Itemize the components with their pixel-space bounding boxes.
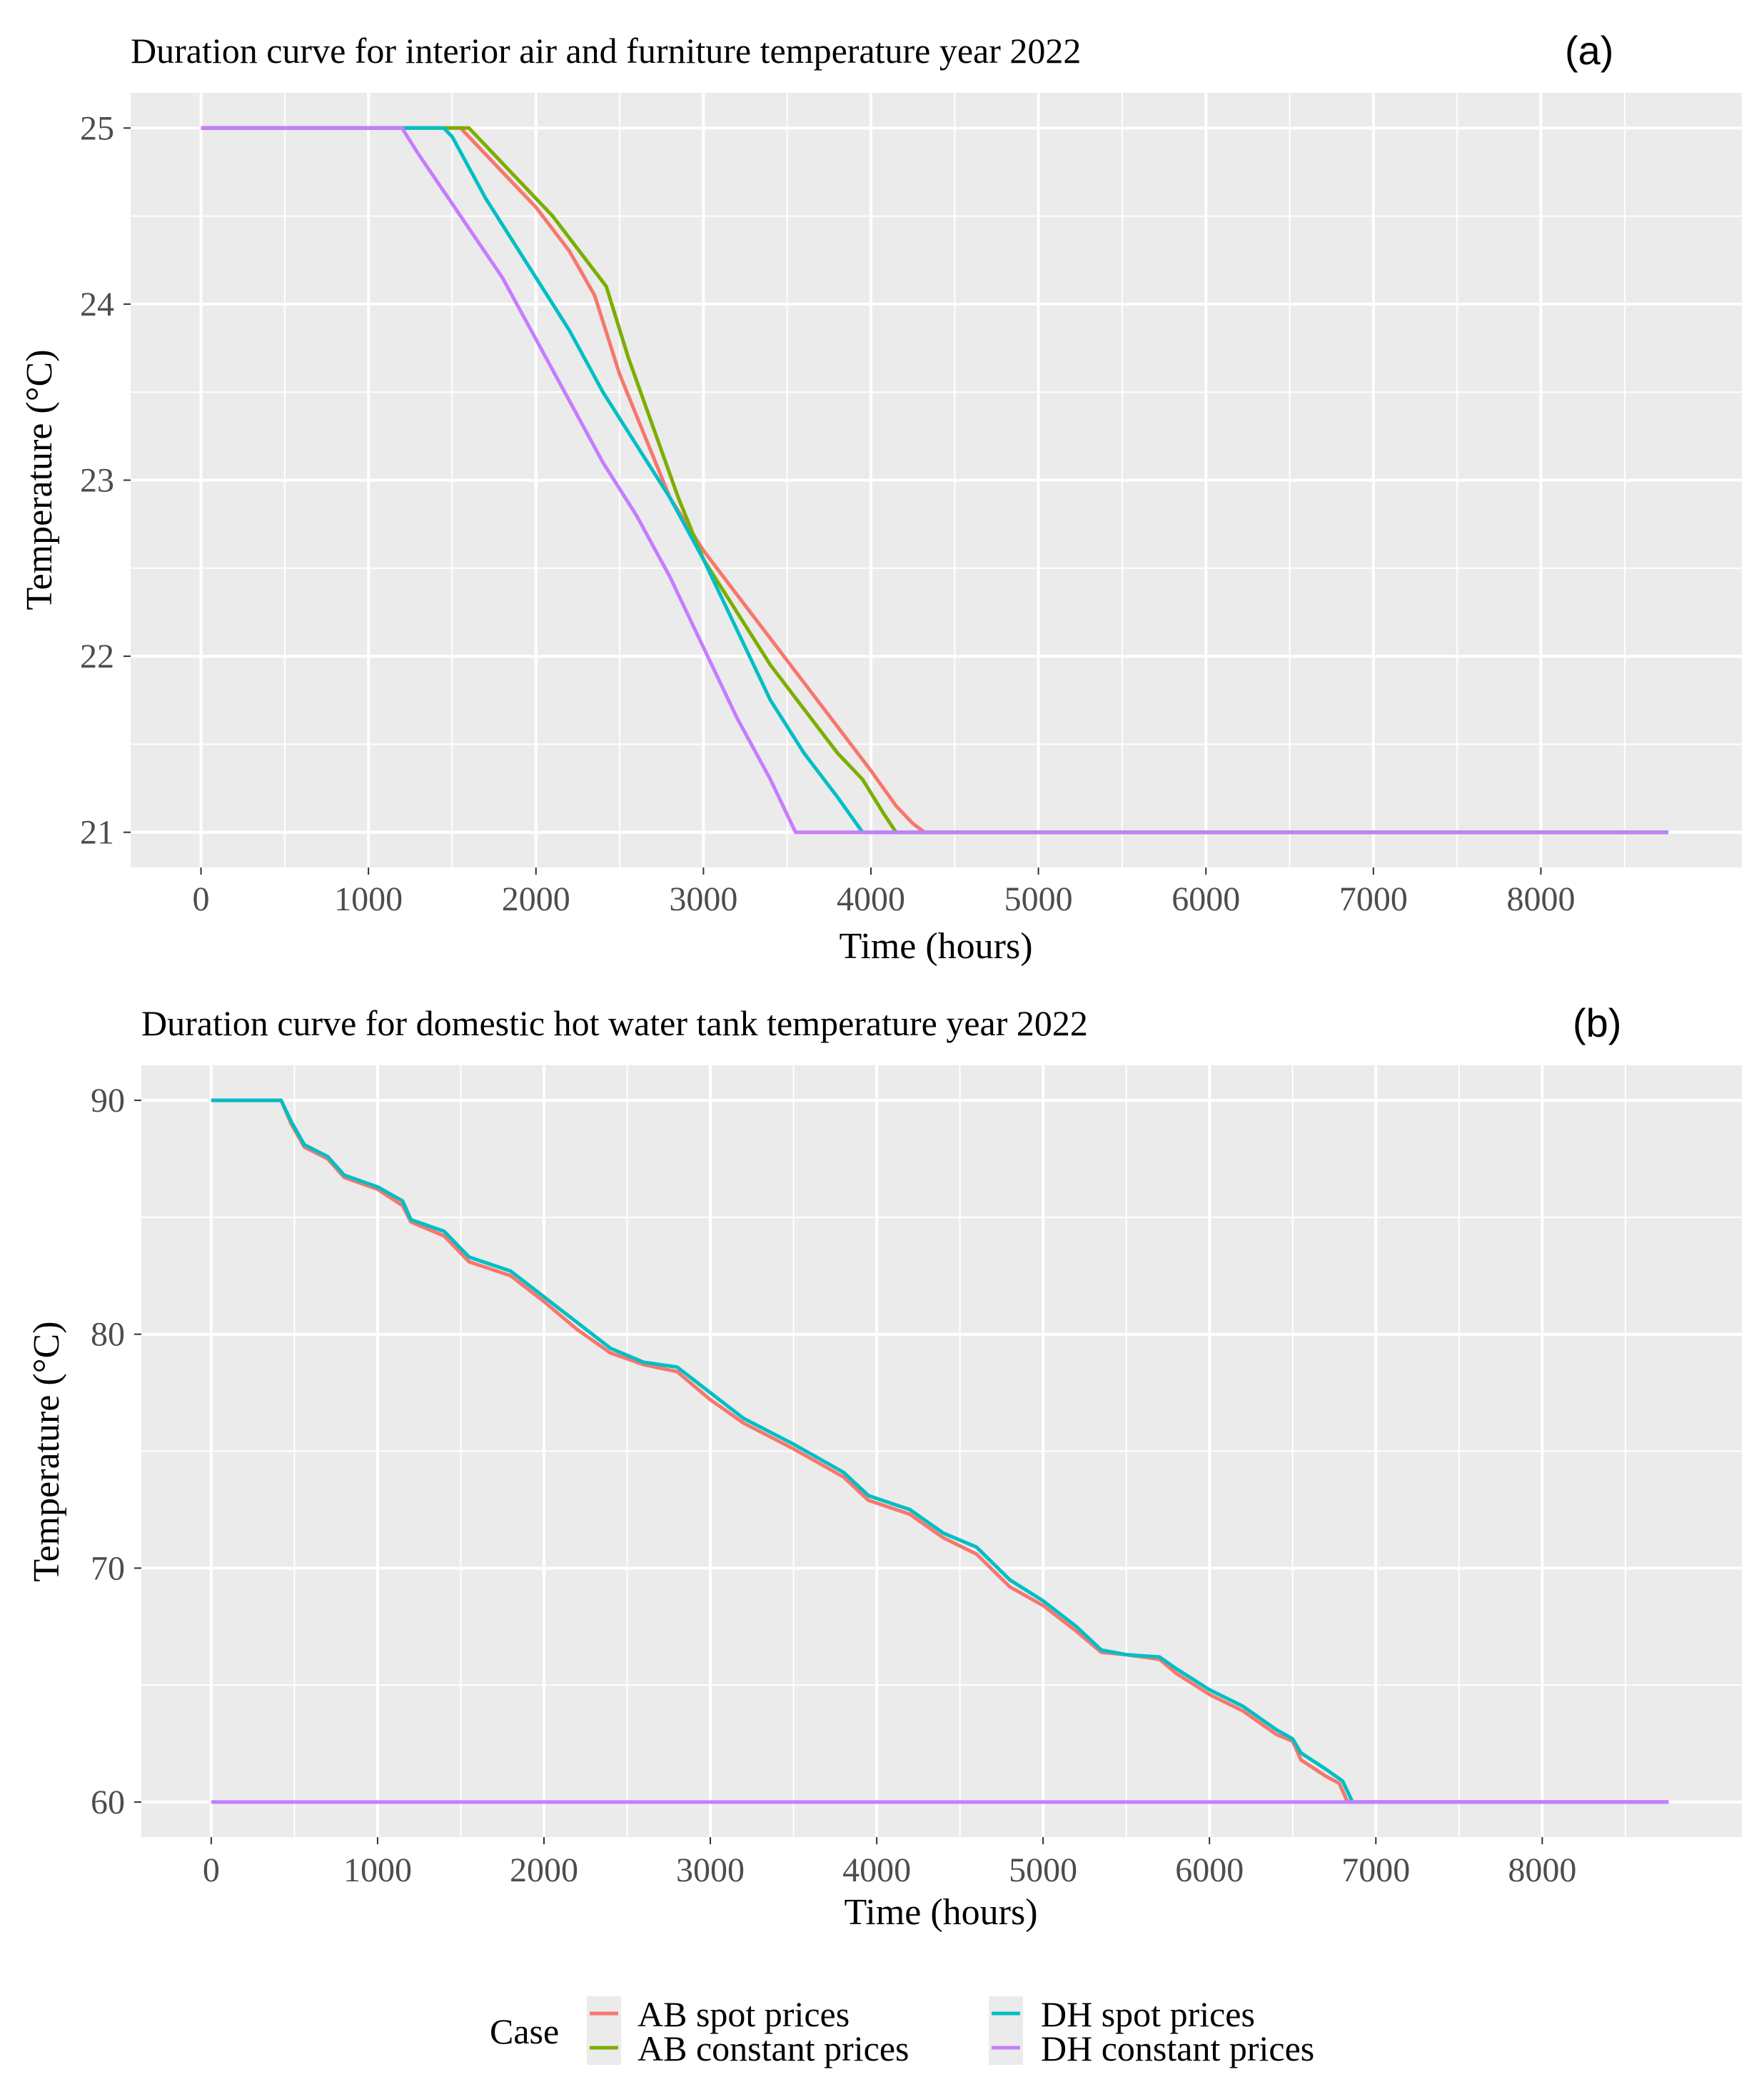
x-tick-label: 2000 [510, 1851, 578, 1889]
x-tick-label: 1000 [334, 880, 403, 918]
panel-a-series [201, 126, 1668, 835]
panel-b-y-ticks: 60 70 80 90 [91, 1082, 141, 1821]
x-tick-label: 2000 [502, 880, 570, 918]
series-line-dh-constant-prices [201, 126, 1668, 835]
panel-b-series [211, 1098, 1669, 1804]
legend: Case AB spot prices AB constant prices D… [490, 1994, 1314, 2068]
y-tick-label: 23 [80, 462, 114, 500]
x-tick-label: 8000 [1506, 880, 1575, 918]
x-tick-label: 7000 [1341, 1851, 1410, 1889]
series-line-dh-spot-prices [201, 126, 1668, 835]
panel-b-x-axis-title: Time (hours) [844, 1892, 1037, 1933]
y-tick-label: 25 [80, 109, 114, 147]
panel-a-y-axis-title: Temperature (°C) [19, 349, 60, 610]
panel-a: Duration curve for interior air and furn… [19, 28, 1742, 967]
x-tick-label: 0 [193, 880, 210, 918]
panel-b-y-axis-title: Temperature (°C) [26, 1321, 67, 1581]
y-tick-label: 60 [91, 1784, 125, 1821]
legend-label-ab-spot: AB spot prices [637, 1994, 850, 2034]
panel-b-x-ticks: 0 1000 2000 3000 4000 5000 6000 7000 8000 [203, 1837, 1576, 1889]
y-tick-label: 21 [80, 814, 114, 852]
series-line-dh-spot-prices [211, 1098, 1669, 1804]
x-tick-label: 8000 [1508, 1851, 1576, 1889]
panel-a-tag: (a) [1565, 28, 1613, 73]
x-tick-label: 7000 [1339, 880, 1408, 918]
panel-a-y-ticks: 21 22 23 24 25 [80, 109, 131, 852]
series-line-ab-constant-prices [201, 126, 1668, 835]
x-tick-label: 5000 [1004, 880, 1073, 918]
y-tick-label: 22 [80, 638, 114, 675]
panel-a-title: Duration curve for interior air and furn… [131, 31, 1081, 71]
series-line-ab-spot-prices [201, 126, 1668, 835]
x-tick-label: 1000 [343, 1851, 412, 1889]
x-tick-label: 4000 [842, 1851, 911, 1889]
x-tick-label: 6000 [1175, 1851, 1244, 1889]
y-tick-label: 90 [91, 1082, 125, 1120]
x-tick-label: 4000 [837, 880, 905, 918]
legend-label-ab-constant: AB constant prices [637, 2028, 909, 2068]
y-tick-label: 70 [91, 1549, 125, 1587]
x-tick-label: 0 [203, 1851, 220, 1889]
panel-a-x-ticks: 0 1000 2000 3000 4000 5000 6000 7000 8000 [193, 868, 1575, 918]
panel-a-x-axis-title: Time (hours) [839, 926, 1032, 967]
x-tick-label: 3000 [676, 1851, 745, 1889]
y-tick-label: 80 [91, 1316, 125, 1354]
x-tick-label: 5000 [1009, 1851, 1077, 1889]
panel-b: Duration curve for domestic hot water ta… [26, 1000, 1742, 1933]
x-tick-label: 6000 [1171, 880, 1240, 918]
panel-b-title: Duration curve for domestic hot water ta… [141, 1003, 1088, 1043]
legend-label-dh-constant: DH constant prices [1041, 2028, 1314, 2068]
x-tick-label: 3000 [669, 880, 737, 918]
legend-label-dh-spot: DH spot prices [1041, 1994, 1255, 2034]
panel-b-tag: (b) [1573, 1000, 1621, 1045]
series-line-ab-spot-prices [211, 1098, 1669, 1804]
y-tick-label: 24 [80, 286, 114, 323]
legend-title: Case [490, 2011, 559, 2051]
